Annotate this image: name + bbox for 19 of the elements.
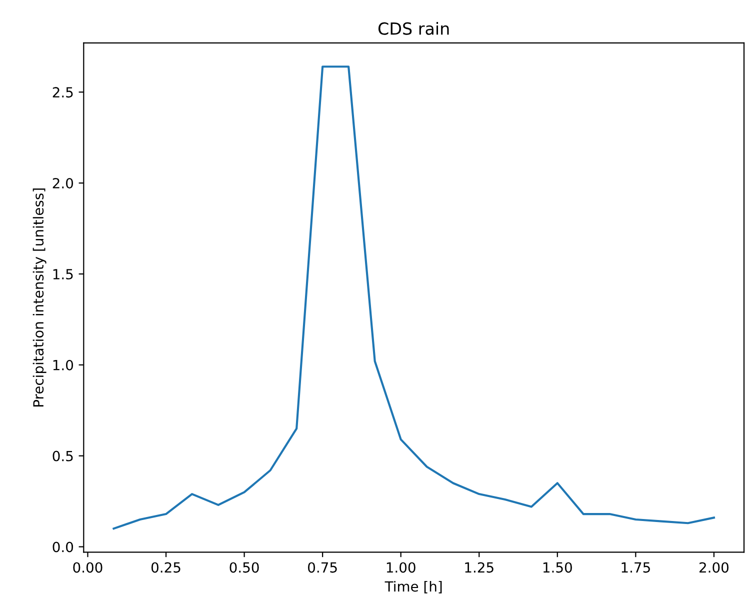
y-axis-title: Precipitation intensity [unitless] (32, 188, 46, 406)
x-tick-label: 0.00 (73, 562, 102, 573)
y-tick-label: 0.0 (52, 542, 74, 552)
y-tick-label: 0.5 (52, 450, 73, 462)
x-tick-label: 0.50 (230, 562, 259, 573)
x-tick-label: 1.75 (622, 562, 650, 573)
x-tick-label: 1.50 (543, 562, 572, 573)
x-axis-title: Time [h] (384, 580, 442, 594)
chart-title: CDS rain (378, 22, 449, 35)
line-series (112, 66, 715, 530)
x-tick-label: 0.75 (308, 562, 337, 573)
x-tick-label: 0.25 (151, 562, 180, 573)
y-tick-label: 2.0 (52, 178, 74, 188)
y-tick-label: 1.0 (53, 360, 74, 370)
x-tick-label: 2.00 (700, 562, 728, 573)
x-tick-label: 1.00 (386, 562, 416, 573)
y-tick-label: 2.5 (52, 87, 73, 98)
x-tick-label: 1.25 (465, 562, 494, 573)
y-tick-label: 1.5 (53, 269, 73, 280)
